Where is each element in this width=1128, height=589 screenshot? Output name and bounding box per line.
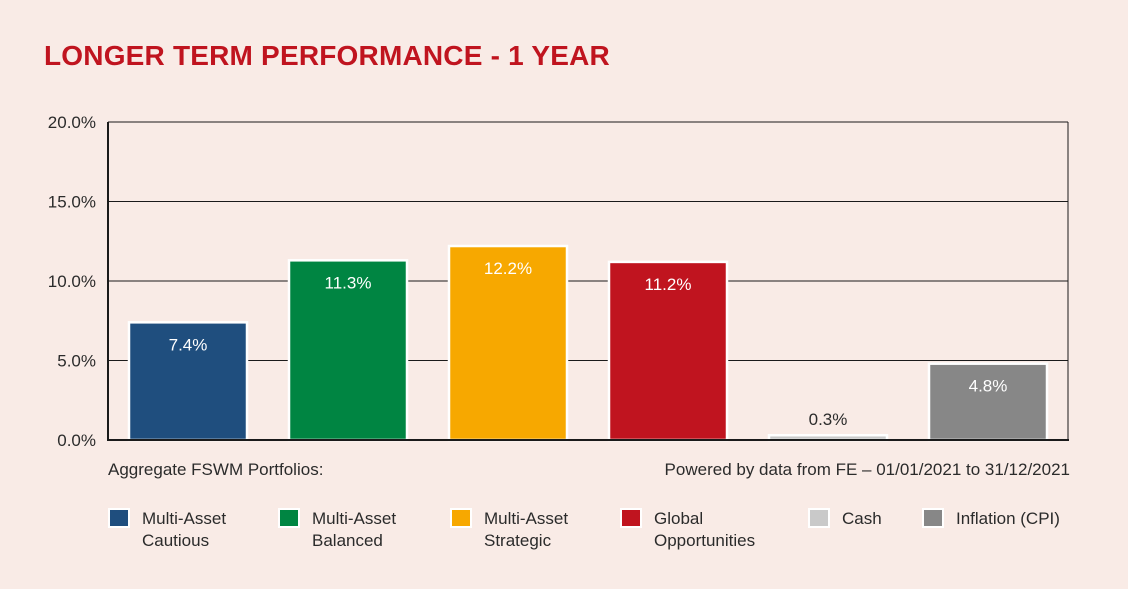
bar-value-label: 11.2% (645, 275, 692, 294)
bar-value-label: 12.2% (484, 259, 532, 278)
y-tick-label: 0.0% (57, 431, 96, 450)
bar (447, 244, 569, 442)
bar-value-label: 7.4% (169, 335, 208, 354)
bar-value-label: 0.3% (809, 410, 848, 429)
bar (607, 260, 729, 442)
y-tick-label: 10.0% (48, 272, 96, 291)
bar (127, 321, 249, 442)
y-tick-label: 20.0% (48, 113, 96, 132)
bar (927, 362, 1049, 442)
caption-data-source: Powered by data from FE – 01/01/2021 to … (664, 460, 1070, 479)
chart-title: LONGER TERM PERFORMANCE - 1 YEAR (44, 40, 610, 71)
bar-value-label: 11.3% (325, 273, 372, 292)
caption-portfolios: Aggregate FSWM Portfolios: (108, 460, 324, 479)
bar-value-label: 4.8% (969, 377, 1008, 396)
y-tick-label: 5.0% (57, 352, 96, 371)
y-tick-label: 15.0% (48, 193, 96, 212)
